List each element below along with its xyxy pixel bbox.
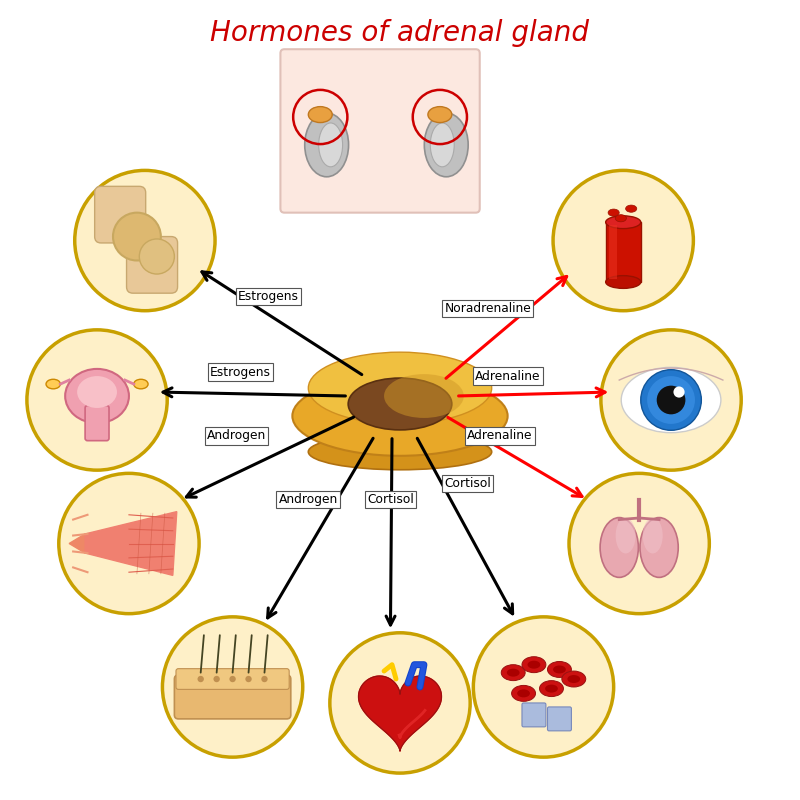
Ellipse shape [507, 669, 519, 677]
FancyBboxPatch shape [176, 669, 289, 690]
Text: Cortisol: Cortisol [367, 493, 414, 506]
Circle shape [330, 633, 470, 773]
FancyArrowPatch shape [386, 438, 395, 625]
Ellipse shape [547, 662, 571, 678]
Ellipse shape [567, 675, 580, 683]
Text: Androgen: Androgen [207, 430, 266, 442]
Ellipse shape [553, 666, 566, 674]
Ellipse shape [606, 276, 641, 288]
Ellipse shape [384, 374, 464, 418]
Circle shape [569, 474, 710, 614]
Text: Estrogens: Estrogens [238, 290, 299, 303]
Ellipse shape [308, 352, 492, 424]
Ellipse shape [606, 216, 641, 229]
Ellipse shape [65, 369, 129, 423]
Ellipse shape [600, 518, 638, 578]
Ellipse shape [292, 376, 508, 456]
FancyBboxPatch shape [94, 186, 146, 243]
FancyArrowPatch shape [163, 388, 346, 397]
Polygon shape [69, 534, 85, 553]
Ellipse shape [522, 657, 546, 673]
FancyBboxPatch shape [522, 703, 546, 727]
FancyBboxPatch shape [281, 50, 480, 213]
Ellipse shape [305, 113, 349, 177]
Circle shape [214, 676, 220, 682]
FancyBboxPatch shape [85, 406, 109, 441]
Text: Cortisol: Cortisol [444, 478, 491, 490]
FancyArrowPatch shape [448, 418, 582, 497]
Circle shape [601, 330, 742, 470]
Ellipse shape [527, 661, 540, 669]
FancyArrowPatch shape [458, 388, 605, 397]
Ellipse shape [517, 690, 530, 698]
Ellipse shape [77, 376, 117, 408]
Ellipse shape [616, 518, 635, 554]
Ellipse shape [545, 685, 558, 693]
Ellipse shape [428, 106, 452, 122]
Circle shape [474, 617, 614, 757]
Ellipse shape [539, 681, 563, 697]
FancyArrowPatch shape [186, 417, 354, 497]
Ellipse shape [642, 518, 662, 554]
Circle shape [641, 370, 702, 430]
Polygon shape [85, 512, 177, 575]
Circle shape [74, 170, 215, 310]
Text: Androgen: Androgen [278, 493, 338, 506]
Circle shape [674, 386, 685, 398]
Ellipse shape [615, 214, 626, 222]
Ellipse shape [424, 113, 468, 177]
FancyBboxPatch shape [174, 675, 290, 719]
Circle shape [198, 676, 204, 682]
Text: Noradrenaline: Noradrenaline [444, 302, 531, 315]
Ellipse shape [512, 686, 535, 702]
Circle shape [113, 213, 161, 261]
FancyArrowPatch shape [446, 277, 566, 378]
FancyArrowPatch shape [418, 438, 513, 614]
Ellipse shape [640, 518, 678, 578]
Ellipse shape [348, 378, 452, 430]
Ellipse shape [134, 379, 148, 389]
Ellipse shape [626, 205, 637, 212]
Ellipse shape [318, 123, 342, 167]
Circle shape [139, 239, 174, 274]
Ellipse shape [46, 379, 60, 389]
FancyArrowPatch shape [268, 438, 373, 618]
FancyArrowPatch shape [202, 272, 362, 374]
FancyBboxPatch shape [126, 237, 178, 293]
Circle shape [230, 676, 236, 682]
Polygon shape [358, 676, 442, 751]
Text: Adrenaline: Adrenaline [475, 370, 540, 382]
Ellipse shape [608, 209, 619, 216]
Circle shape [162, 617, 302, 757]
Text: Estrogens: Estrogens [210, 366, 271, 378]
Circle shape [647, 376, 695, 424]
Circle shape [58, 474, 199, 614]
Ellipse shape [308, 434, 492, 470]
FancyBboxPatch shape [547, 707, 571, 731]
Ellipse shape [622, 367, 721, 433]
Bar [609, 225, 617, 279]
Circle shape [27, 330, 167, 470]
Text: Hormones of adrenal gland: Hormones of adrenal gland [210, 19, 590, 47]
Ellipse shape [308, 106, 332, 122]
Circle shape [262, 676, 268, 682]
Bar [606, 222, 641, 282]
Ellipse shape [562, 671, 586, 687]
Circle shape [553, 170, 694, 310]
Circle shape [657, 386, 686, 414]
Ellipse shape [502, 665, 525, 681]
Ellipse shape [430, 123, 454, 167]
Circle shape [246, 676, 252, 682]
Text: Adrenaline: Adrenaline [467, 430, 533, 442]
